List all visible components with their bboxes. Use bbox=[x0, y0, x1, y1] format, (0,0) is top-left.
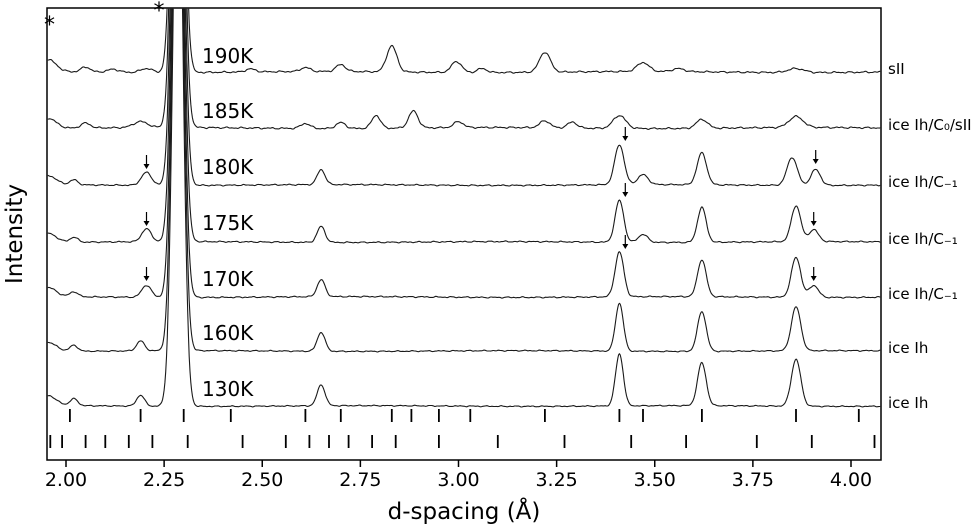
peak-arrow-head bbox=[143, 164, 150, 169]
temp-label-170K: 170K bbox=[202, 267, 254, 291]
temp-label-185K: 185K bbox=[202, 99, 254, 123]
x-tick-label: 2.25 bbox=[143, 469, 185, 491]
temp-label-160K: 160K bbox=[202, 321, 254, 345]
temp-label-175K: 175K bbox=[202, 211, 254, 235]
peak-arrow-head bbox=[810, 276, 817, 281]
x-tick-label: 3.75 bbox=[732, 469, 774, 491]
trace-170K bbox=[47, 8, 881, 299]
phase-label-175K: ice Ih/C₋₁ bbox=[888, 230, 958, 248]
trace-190K bbox=[47, 8, 881, 74]
trace-185K bbox=[47, 8, 881, 130]
x-tick-label: 4.00 bbox=[830, 469, 872, 491]
asterisk-marker: * bbox=[44, 13, 55, 38]
peak-arrow-head bbox=[143, 276, 150, 281]
y-axis-title: Intensity bbox=[2, 184, 28, 284]
x-tick-label: 2.75 bbox=[339, 469, 381, 491]
phase-label-130K: ice Ih bbox=[888, 394, 928, 412]
temp-label-180K: 180K bbox=[202, 155, 254, 179]
trace-180K bbox=[47, 8, 881, 187]
peak-arrow-head bbox=[810, 221, 817, 226]
x-tick-label: 2.00 bbox=[45, 469, 87, 491]
peak-arrow-head bbox=[622, 244, 629, 249]
phase-label-180K: ice Ih/C₋₁ bbox=[888, 173, 958, 191]
peak-arrow-head bbox=[622, 192, 629, 197]
phase-label-170K: ice Ih/C₋₁ bbox=[888, 285, 958, 303]
peak-arrow-head bbox=[812, 159, 819, 164]
x-tick-label: 2.50 bbox=[241, 469, 283, 491]
trace-160K bbox=[47, 8, 881, 353]
phase-label-190K: sII bbox=[888, 60, 905, 78]
x-axis-title: d-spacing (Å) bbox=[388, 497, 541, 525]
trace-175K bbox=[47, 8, 881, 244]
trace-130K bbox=[47, 8, 881, 408]
asterisk-marker: * bbox=[154, 0, 165, 24]
x-tick-label: 3.25 bbox=[535, 469, 577, 491]
temp-label-190K: 190K bbox=[202, 44, 254, 68]
temp-label-130K: 130K bbox=[202, 377, 254, 401]
phase-label-160K: ice Ih bbox=[888, 339, 928, 357]
peak-arrow-head bbox=[622, 136, 629, 141]
traces-group bbox=[47, 8, 881, 408]
phase-label-185K: ice Ih/C₀/sII bbox=[888, 116, 972, 134]
x-tick-label: 3.00 bbox=[437, 469, 479, 491]
peak-arrow-head bbox=[143, 221, 150, 226]
plot-frame bbox=[46, 7, 882, 461]
x-tick-label: 3.50 bbox=[634, 469, 676, 491]
